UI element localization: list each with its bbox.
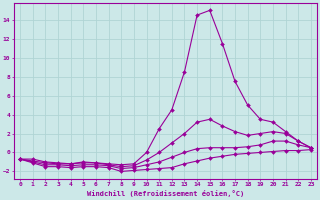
X-axis label: Windchill (Refroidissement éolien,°C): Windchill (Refroidissement éolien,°C) xyxy=(87,190,244,197)
